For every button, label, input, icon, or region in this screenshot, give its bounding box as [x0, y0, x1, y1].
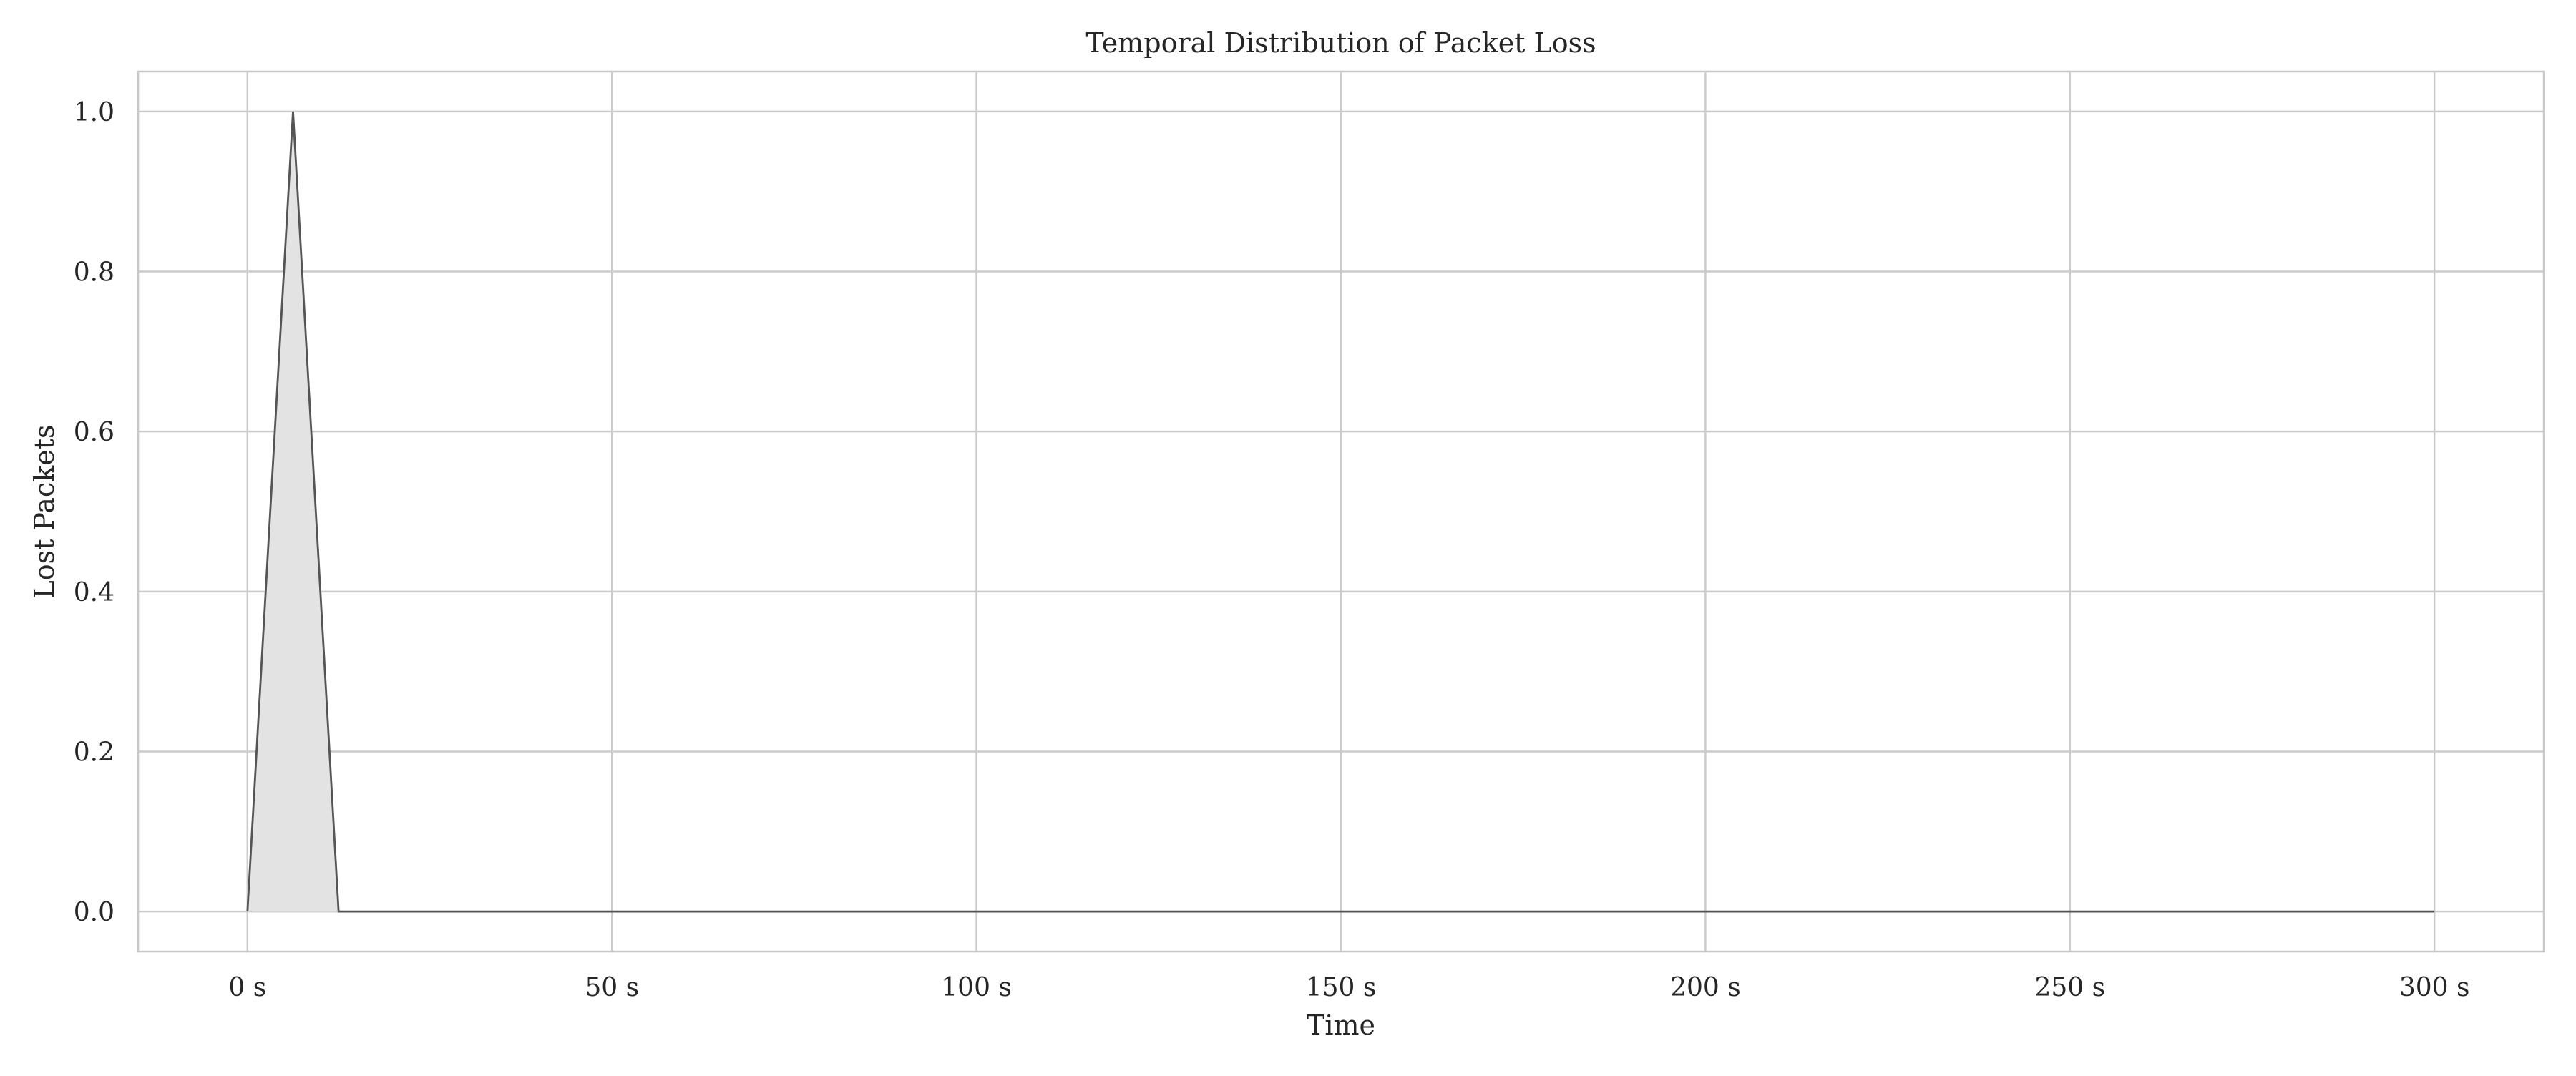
line-layer	[246, 111, 2435, 913]
x-tick-label: 100 s	[941, 973, 1012, 1002]
x-tick-label: 200 s	[1670, 973, 1741, 1002]
x-tick-label: 0 s	[228, 973, 266, 1002]
y-tick-label: 0.2	[74, 738, 114, 767]
x-tick-label: 50 s	[585, 973, 639, 1002]
series-line	[246, 111, 2435, 913]
y-axis-label: Lost Packets	[29, 424, 60, 598]
chart-title: Temporal Distribution of Packet Loss	[1085, 27, 1596, 59]
y-tick-label: 1.0	[74, 98, 114, 127]
y-tick-label: 0.6	[74, 418, 114, 447]
tick-label-layer: 0 s 50 s 100 s 150 s 200 s 250 s 300 s 0.0 0.2 0.…	[74, 98, 2470, 1002]
x-tick-label: 150 s	[1306, 973, 1377, 1002]
x-axis-label: Time	[1307, 1009, 1375, 1041]
y-tick-label: 0.4	[74, 578, 114, 607]
y-tick-label: 0.8	[74, 258, 114, 288]
x-tick-label: 250 s	[2034, 973, 2105, 1002]
x-tick-label: 300 s	[2399, 973, 2470, 1002]
plot-frame	[137, 70, 2545, 953]
y-tick-label: 0.0	[74, 898, 114, 927]
